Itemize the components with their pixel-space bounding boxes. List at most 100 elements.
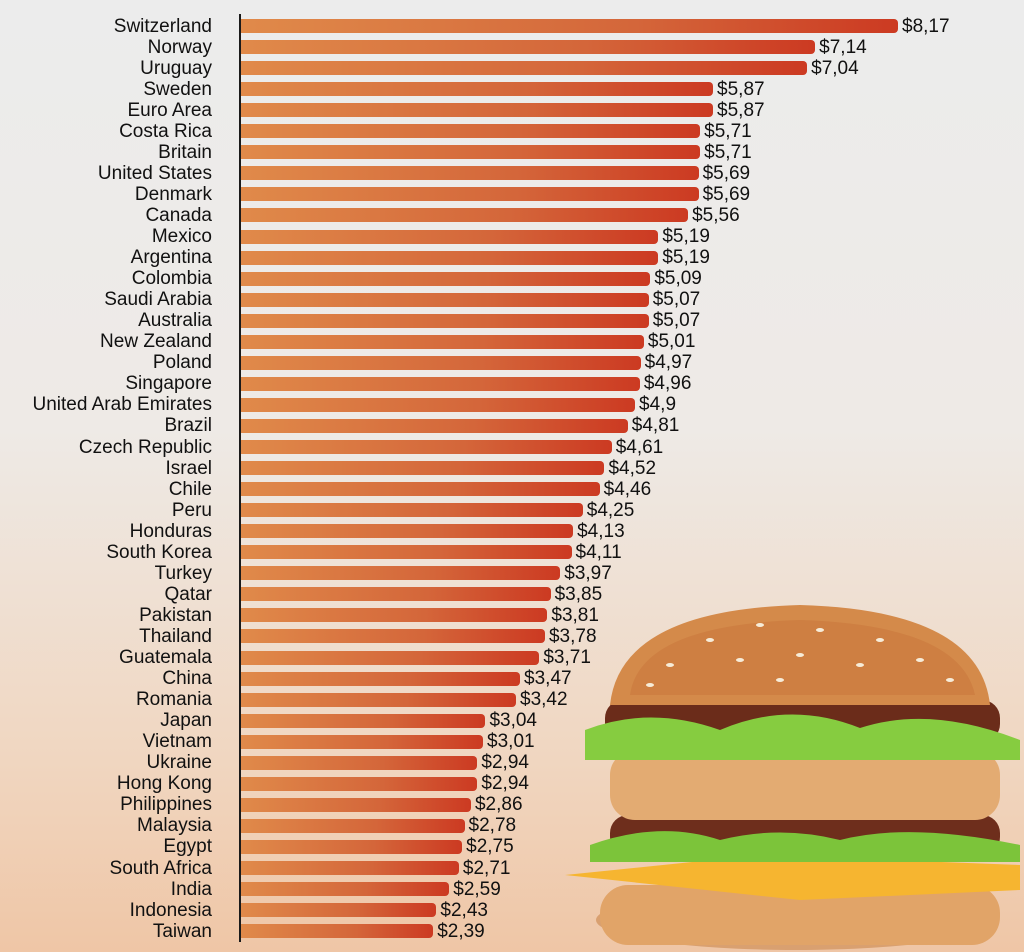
category-label: Pakistan (139, 604, 212, 626)
bar (241, 229, 659, 244)
bar (241, 629, 545, 644)
category-label: United States (97, 162, 212, 184)
value-label: $2,94 (481, 752, 529, 774)
bar (241, 440, 612, 454)
bar (241, 418, 628, 433)
value-label: $5,19 (662, 247, 710, 269)
value-label: $3,04 (489, 710, 537, 732)
value-label: $4,81 (631, 415, 680, 437)
value-label: $5,19 (662, 226, 710, 247)
value-label: $4,13 (577, 520, 625, 542)
bar (241, 145, 701, 160)
bar (241, 376, 640, 391)
category-label: Romania (135, 689, 212, 711)
value-label: $4,46 (603, 478, 652, 500)
value-label: $5,71 (704, 120, 752, 142)
bar (241, 650, 540, 665)
value-label: $4,96 (643, 373, 692, 395)
category-label: Saudi Arabia (104, 289, 212, 311)
category-label: Canada (145, 204, 212, 226)
value-label: $2,59 (453, 878, 501, 900)
value-label: $4,25 (586, 499, 635, 521)
bar (241, 861, 459, 875)
bar (241, 587, 551, 602)
category-label: Euro Area (127, 99, 213, 121)
bar (241, 671, 521, 686)
category-label: Costa Rica (119, 120, 212, 142)
bar (241, 608, 548, 623)
bar (241, 797, 471, 812)
value-label: $5,69 (702, 183, 751, 205)
bar (241, 882, 450, 897)
value-label: $2,86 (474, 794, 523, 816)
category-label: Vietnam (142, 731, 212, 753)
value-label: $7,14 (819, 36, 867, 58)
category-label: Uruguay (140, 57, 212, 79)
category-label: Peru (171, 499, 212, 521)
category-label: Thailand (139, 625, 212, 647)
bar (241, 818, 465, 833)
value-label: $3,78 (548, 625, 597, 647)
bar (241, 208, 689, 223)
bar (241, 82, 714, 97)
value-label: $4,52 (608, 457, 657, 479)
bar (241, 166, 699, 181)
big-mac-burger-image (565, 605, 1020, 950)
value-label: $4,11 (575, 541, 622, 563)
category-label: South Africa (109, 857, 212, 879)
category-label: Hong Kong (116, 773, 212, 795)
bar (241, 776, 478, 791)
bar (241, 103, 714, 118)
value-label: $3,42 (520, 689, 568, 711)
value-label: $5,07 (652, 310, 701, 332)
bar (241, 692, 517, 707)
bar (241, 924, 434, 939)
value-label: $3,71 (543, 647, 591, 668)
bar (241, 545, 572, 560)
category-label: Colombia (131, 268, 212, 290)
value-label: $5,07 (652, 289, 701, 311)
category-label: United Arab Emirates (32, 394, 212, 416)
bar (241, 566, 561, 581)
value-label: $5,01 (647, 331, 696, 353)
bar (241, 482, 600, 497)
category-label: Japan (160, 710, 212, 732)
category-label: Australia (138, 310, 212, 332)
category-label: Philippines (120, 794, 212, 816)
y-axis-line (239, 14, 241, 942)
category-label: Britain (158, 141, 212, 163)
value-label: $5,69 (702, 162, 751, 184)
bar (241, 461, 605, 476)
value-label: $4,97 (644, 352, 693, 374)
value-label: $4,9 (639, 394, 677, 416)
category-label: Czech Republic (78, 436, 212, 458)
value-label: $3,97 (564, 562, 612, 584)
category-label: India (170, 878, 212, 900)
value-label: $3,01 (487, 731, 535, 753)
value-label: $5,09 (654, 268, 702, 290)
bar (241, 271, 651, 286)
value-label: $2,94 (481, 773, 529, 795)
bar (241, 124, 701, 139)
category-label: Indonesia (129, 899, 212, 921)
category-label: China (162, 668, 212, 690)
category-label: Mexico (151, 226, 212, 247)
category-label: South Korea (106, 541, 212, 563)
bar (241, 903, 437, 918)
bar (241, 397, 636, 412)
category-label: New Zealand (100, 331, 212, 353)
category-label: Guatemala (119, 647, 212, 668)
value-label: $2,43 (440, 899, 488, 921)
bar (241, 313, 649, 328)
bar (241, 19, 898, 33)
bar (241, 334, 644, 349)
category-label: Poland (152, 352, 212, 374)
category-label: Qatar (164, 583, 212, 605)
bar (241, 755, 478, 770)
category-label: Malaysia (137, 815, 212, 837)
value-label: $2,71 (462, 857, 511, 879)
category-label: Ukraine (146, 752, 212, 774)
bar (241, 61, 808, 76)
value-label: $5,87 (717, 99, 765, 121)
